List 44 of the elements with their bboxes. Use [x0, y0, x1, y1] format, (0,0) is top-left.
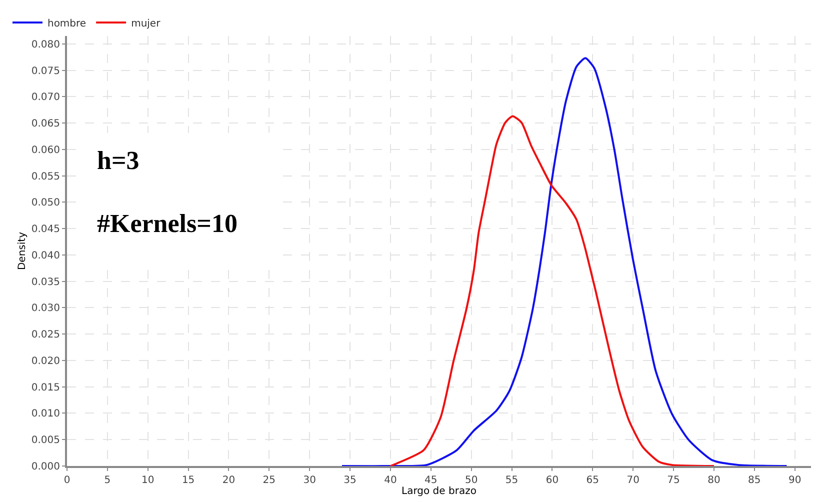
legend-label: hombre — [47, 18, 86, 30]
y-tick-label: 0.000 — [31, 462, 60, 472]
x-tick-label: 70 — [626, 475, 640, 486]
y-tick-label: 0.020 — [31, 356, 60, 367]
x-tick-label: 60 — [546, 475, 559, 486]
y-tick-label: 0.040 — [31, 250, 60, 262]
x-tick-label: 85 — [748, 475, 761, 486]
y-tick-label: 0.060 — [31, 144, 60, 156]
y-tick-label: 0.035 — [31, 276, 60, 288]
x-tick-label: 40 — [384, 475, 397, 486]
y-tick-label: 0.015 — [31, 382, 60, 394]
annotation: h=3 — [97, 146, 140, 175]
legend-label: mujer — [131, 18, 162, 30]
y-tick-label: 0.030 — [31, 303, 60, 314]
x-tick-label: 5 — [104, 475, 111, 486]
x-tick-label: 30 — [303, 475, 316, 486]
x-tick-label: 65 — [586, 475, 600, 486]
y-tick-label: 0.025 — [31, 330, 60, 341]
x-tick-label: 15 — [182, 475, 195, 486]
x-tick-label: 90 — [788, 475, 802, 486]
annotation: #Kernels=10 — [97, 209, 238, 238]
x-tick-label: 50 — [464, 475, 478, 486]
x-tick-label: 55 — [505, 475, 518, 486]
x-tick-label: 20 — [222, 475, 236, 486]
x-tick-label: 25 — [262, 475, 276, 486]
x-tick-label: 0 — [64, 475, 70, 486]
y-tick-label: 0.045 — [31, 224, 60, 236]
line-series — [340, 57, 788, 466]
x-tick-label: 75 — [667, 475, 680, 486]
y-tick-label: 0.050 — [31, 198, 60, 209]
y-tick-label: 0.010 — [31, 408, 60, 420]
x-tick-label: 35 — [344, 475, 356, 486]
y-tick-label: 0.005 — [31, 435, 60, 446]
y-tick-label: 0.080 — [31, 39, 60, 50]
y-tick-label: 0.075 — [31, 66, 60, 77]
y-tick-label: 0.065 — [31, 118, 60, 130]
y-tick-label: 0.070 — [31, 92, 60, 104]
x-tick-label: 45 — [424, 475, 438, 486]
line-series — [389, 115, 715, 466]
x-tick-label: 80 — [708, 475, 720, 486]
x-axis-title: Largo de brazo — [402, 486, 476, 497]
y-tick-label: 0.055 — [31, 171, 60, 182]
y-axis-title: Density — [16, 232, 28, 270]
x-tick-label: 10 — [142, 475, 154, 486]
